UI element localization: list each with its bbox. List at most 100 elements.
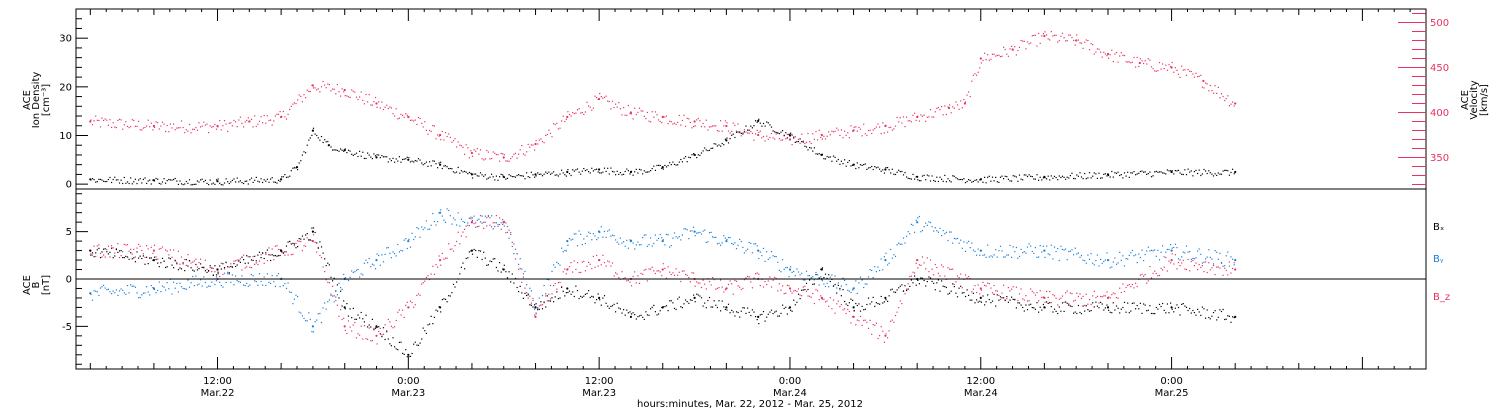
b-z-sample	[300, 240, 302, 243]
velocity-sample	[976, 74, 978, 76]
b-z-sample	[885, 333, 887, 335]
ion-density-sample	[93, 179, 95, 181]
b-x-sample	[707, 299, 709, 302]
b-z-sample	[928, 271, 930, 273]
b-z-sample	[716, 287, 718, 289]
velocity-point	[693, 120, 696, 123]
ion-density-sample	[645, 171, 647, 173]
velocity-sample	[1047, 38, 1049, 40]
b-y-sample	[1017, 257, 1019, 259]
ion-density-sample	[602, 171, 604, 173]
b-z-sample	[774, 276, 776, 278]
b-y-sample	[389, 252, 391, 254]
b-x-sample	[403, 353, 405, 355]
b-y-sample	[158, 281, 160, 283]
b-y-sample	[157, 289, 159, 292]
b-y-sample	[966, 242, 968, 244]
b-z-sample	[947, 267, 949, 269]
b-y-sample	[201, 285, 203, 287]
ion-density-sample	[1133, 171, 1135, 173]
b-x-sample	[258, 251, 261, 253]
ion-density-sample	[869, 167, 871, 169]
b-y-sample	[1103, 260, 1105, 263]
ion-density-sample	[198, 181, 200, 183]
velocity-sample	[1225, 98, 1227, 100]
b-z-sample	[1144, 274, 1146, 276]
b-x-sample	[497, 270, 499, 272]
velocity-sample	[236, 126, 238, 128]
ion-density-sample	[872, 168, 874, 171]
b-x-sample	[805, 282, 808, 284]
b-x-sample	[917, 279, 919, 281]
b-x-sample	[200, 263, 202, 265]
b-y-sample	[761, 255, 763, 257]
b-y-sample	[996, 256, 998, 258]
ion-density-sample	[519, 175, 521, 177]
velocity-sample	[918, 120, 920, 122]
b-y-sample	[1011, 256, 1013, 258]
b-x-sample	[947, 293, 949, 295]
b-y-sample	[651, 245, 653, 247]
b-y-sample	[1076, 253, 1078, 255]
ion-density-sample	[352, 154, 354, 156]
velocity-sample	[546, 133, 548, 136]
velocity-sample	[1058, 40, 1060, 42]
b-z-sample	[670, 273, 672, 276]
b-y-sample	[421, 226, 423, 228]
b-z-sample	[1084, 304, 1086, 306]
b-z-sample	[362, 338, 364, 340]
b-x-sample	[448, 295, 450, 297]
velocity-sample	[732, 122, 734, 124]
b-y-sample	[1033, 252, 1035, 254]
b-y-sample	[1131, 249, 1133, 252]
velocity-sample	[462, 146, 464, 148]
b-y-sample	[926, 224, 928, 226]
b-z-sample	[247, 256, 249, 258]
ion-density-sample	[554, 174, 556, 176]
ion-density-sample	[1084, 173, 1086, 175]
velocity-sample	[400, 113, 402, 115]
ion-density-sample	[526, 172, 528, 174]
b-y-sample	[347, 279, 350, 282]
b-z-sample	[672, 272, 674, 274]
b-z-sample	[155, 256, 157, 258]
ion-density-sample	[203, 181, 205, 183]
b-x-point	[311, 230, 314, 233]
velocity-sample	[389, 106, 391, 108]
ion-density-sample	[1006, 176, 1008, 178]
b-x-sample	[807, 288, 809, 291]
b-x-sample	[101, 251, 103, 253]
b-x-sample	[389, 343, 391, 345]
b-x-sample	[909, 285, 911, 287]
b-x-sample	[594, 302, 596, 304]
b-x-sample	[225, 261, 227, 263]
b-y-sample	[805, 270, 808, 272]
velocity-sample	[301, 101, 303, 103]
b-x-sample	[729, 312, 731, 314]
b-y-point	[1234, 259, 1237, 262]
b-z-sample	[1232, 267, 1234, 270]
velocity-sample	[694, 125, 696, 127]
b-z-sample	[586, 265, 588, 267]
velocity-sample	[120, 119, 122, 121]
b-z-sample	[451, 248, 453, 250]
velocity-sample	[397, 118, 399, 120]
b-z-sample	[239, 258, 241, 260]
b-y-sample	[1133, 255, 1135, 257]
velocity-sample	[150, 122, 152, 124]
ion-density-sample	[956, 178, 959, 180]
b-z-sample	[708, 281, 711, 283]
b-x-sample	[1041, 309, 1043, 311]
ion-density-sample	[623, 173, 625, 175]
ion-density-sample	[262, 181, 264, 184]
b-y-sample	[998, 250, 1000, 252]
b-y-sample	[332, 295, 334, 297]
b-y-sample	[1209, 256, 1211, 258]
velocity-sample	[713, 125, 715, 127]
ion-density-sample	[1018, 174, 1021, 176]
b-y-sample	[572, 238, 574, 240]
b-z-sample	[1203, 271, 1205, 273]
ion-density-sample	[506, 177, 509, 179]
b-x-sample	[713, 300, 715, 302]
b-z-sample	[1139, 274, 1141, 276]
